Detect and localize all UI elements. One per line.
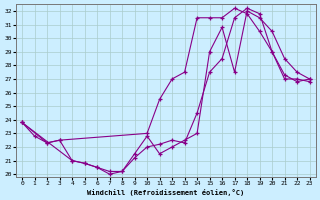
X-axis label: Windchill (Refroidissement éolien,°C): Windchill (Refroidissement éolien,°C)	[87, 189, 244, 196]
